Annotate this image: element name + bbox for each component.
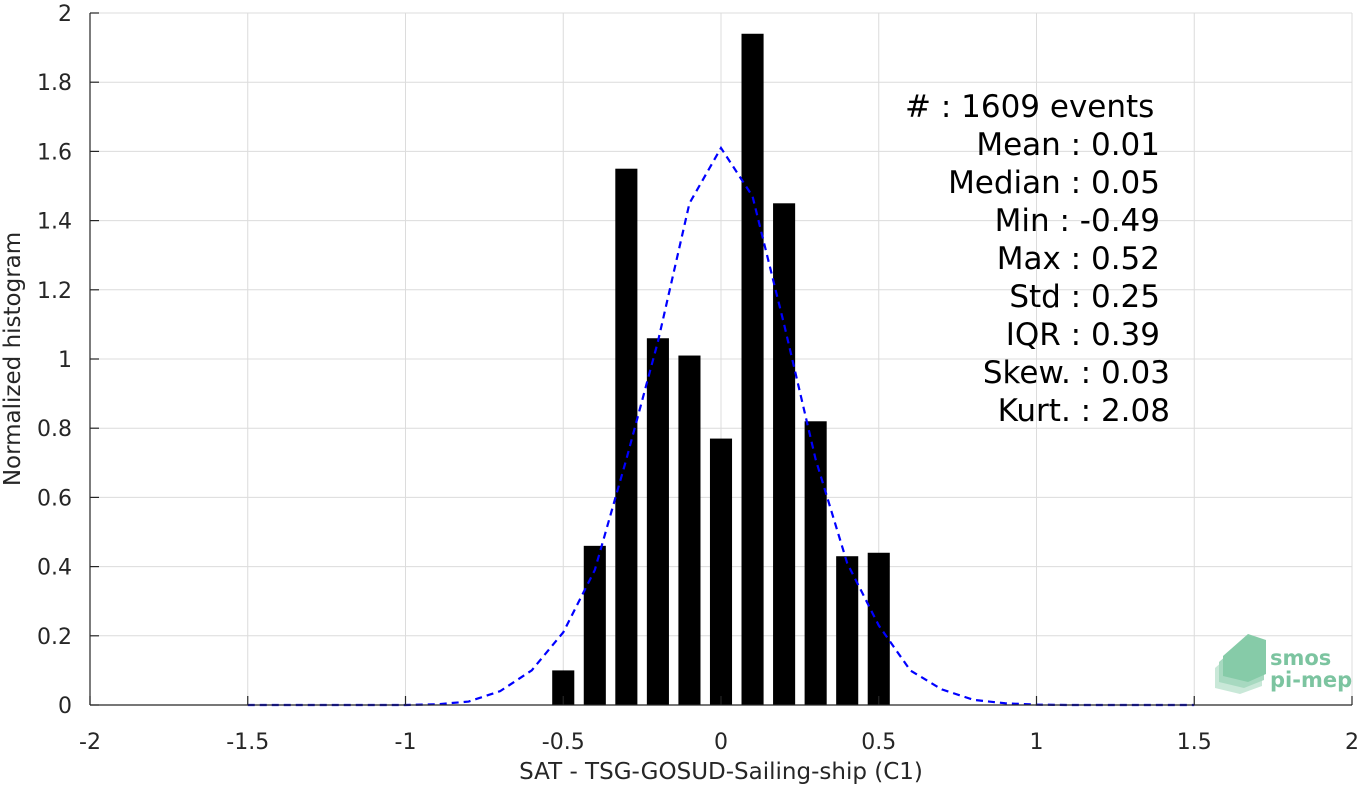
y-tick-label: 0 <box>58 694 72 719</box>
y-tick-label: 0.2 <box>37 625 72 650</box>
stats-events: # : 1609 events <box>905 89 1154 125</box>
histogram-bar <box>615 168 638 705</box>
tick-labels: -2 -1.5 -1 -0.5 0 0.5 1 1.5 2 0 0.2 0.4 0.6 0.8 1 1.2 1.… <box>37 2 1359 755</box>
stats-skew: Skew. : 0.03 <box>983 355 1170 391</box>
y-tick-label: 0.4 <box>37 556 72 581</box>
logo-layers-icon <box>1215 634 1266 694</box>
histogram-bar <box>867 552 890 705</box>
y-tick-label: 1 <box>58 348 72 373</box>
x-tick-label: 0.5 <box>861 730 896 755</box>
histogram-bar <box>741 33 764 705</box>
logo-text-smos: smos <box>1270 646 1331 670</box>
y-axis-label: Normalized histogram <box>0 232 26 486</box>
logo-text-pimep: pi-mep <box>1270 668 1352 692</box>
y-tick-label: 0.6 <box>37 486 72 511</box>
x-tick-label: 2 <box>1345 730 1359 755</box>
histogram-bars <box>552 33 890 706</box>
histogram-bar <box>836 556 859 705</box>
x-tick-label: -0.5 <box>542 730 585 755</box>
stats-std: Std : 0.25 <box>1009 279 1160 315</box>
y-tick-label: 2 <box>58 2 72 27</box>
stats-iqr: IQR : 0.39 <box>1006 317 1160 353</box>
x-tick-label: -2 <box>79 730 101 755</box>
stats-min: Min : -0.49 <box>995 203 1160 239</box>
axes <box>89 12 1353 706</box>
histogram-bar <box>773 203 796 706</box>
x-tick-label: 1 <box>1030 730 1044 755</box>
y-tick-label: 1.4 <box>37 210 72 235</box>
stats-kurt: Kurt. : 2.08 <box>998 393 1170 429</box>
y-tick-label: 1.2 <box>37 279 72 304</box>
x-tick-label: -1.5 <box>226 730 269 755</box>
stats-median: Median : 0.05 <box>948 165 1160 201</box>
x-axis-label: SAT - TSG-GOSUD-Sailing-ship (C1) <box>519 759 923 785</box>
histogram-bar <box>709 438 733 705</box>
stats-mean: Mean : 0.01 <box>976 127 1160 163</box>
smos-pimep-logo: smos pi-mep <box>1215 634 1352 694</box>
y-tick-label: 1.8 <box>37 71 72 96</box>
histogram-bar <box>552 670 575 705</box>
y-tick-label: 1.6 <box>37 140 72 165</box>
x-tick-label: 1.5 <box>1177 730 1212 755</box>
y-tick-label: 0.8 <box>37 417 72 442</box>
histogram-bar <box>678 355 701 705</box>
stats-box: # : 1609 events Mean : 0.01 Median : 0.0… <box>905 89 1170 429</box>
x-tick-label: -1 <box>395 730 417 755</box>
histogram-bar <box>646 338 669 705</box>
stats-max: Max : 0.52 <box>997 241 1160 277</box>
histogram-bar <box>583 545 606 705</box>
histogram-bar <box>804 421 827 705</box>
x-tick-label: 0 <box>714 730 728 755</box>
